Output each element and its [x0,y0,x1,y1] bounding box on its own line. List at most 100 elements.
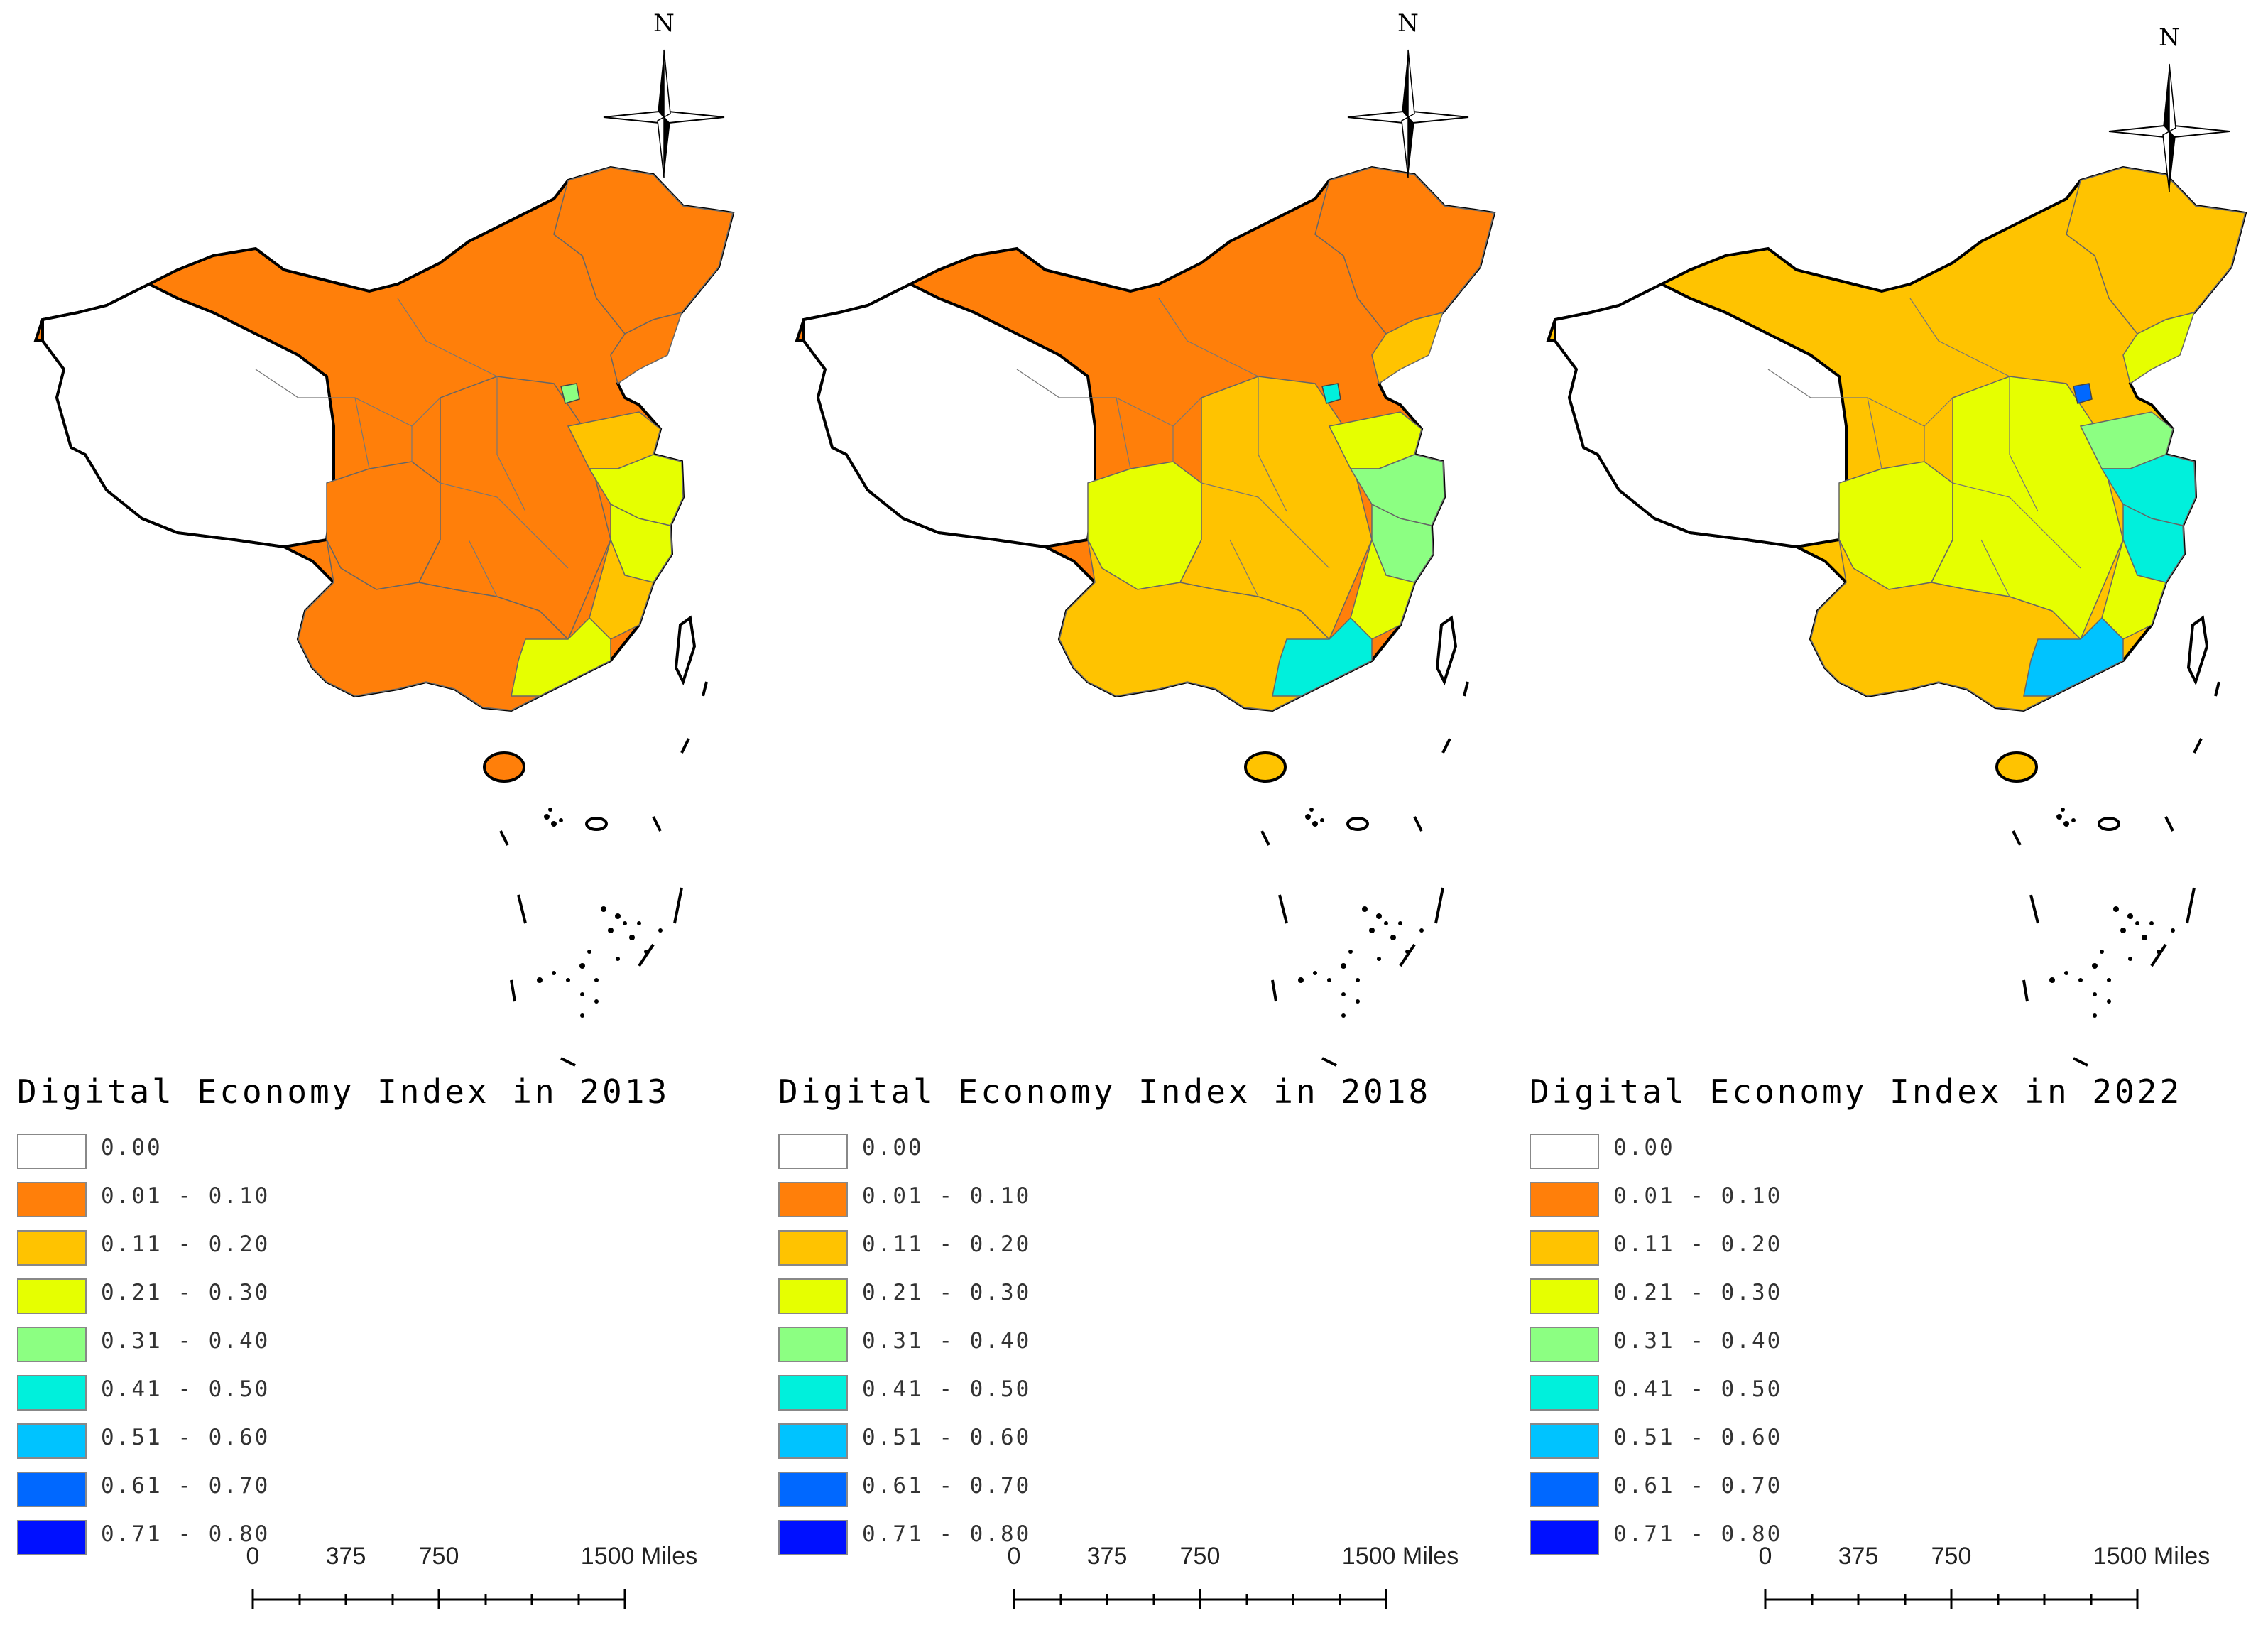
legend-label: 0.01 - 0.10 [862,1183,1032,1209]
scale-tick-1500: 1500 Miles [2093,1543,2210,1570]
legend-swatch [1530,1230,1599,1266]
scale-tick-1500: 1500 Miles [1341,1543,1459,1570]
legend-label: 0.01 - 0.10 [101,1183,271,1209]
scale-tick-1500: 1500 Miles [580,1543,698,1570]
north-arrow: N [596,7,731,185]
region-hainan [1995,751,2038,783]
legend-swatch [778,1230,848,1266]
region-central-east [1930,376,2124,641]
legend-swatch [17,1278,87,1314]
nine-dash-line [1260,681,1469,1067]
scale-tick-375: 375 [1838,1543,1879,1570]
north-arrow: N [1341,7,1476,185]
legend-swatch [778,1423,848,1459]
mainland [1546,165,2247,712]
scale-bar: 0 375 750 1500 Miles [241,1543,697,1614]
legend-swatch [17,1423,87,1459]
region-northeast [2066,167,2246,335]
mainland [795,165,1496,712]
map-panel-0: N Digital Economy Index in 2013 0.00 0.01… [0,0,756,1625]
legend-swatch [17,1230,87,1266]
legend-label: 0.31 - 0.40 [1613,1328,1783,1354]
legend-swatch [1530,1182,1599,1217]
north-label: N [2159,23,2180,52]
south-sea-islands [2049,808,2175,1018]
legend-swatch [778,1375,848,1411]
legend-label: 0.00 [101,1135,163,1161]
legend-label: 0.11 - 0.20 [101,1232,271,1257]
legend-swatch [17,1472,87,1507]
south-sea-islands [1298,808,1424,1018]
legend-label: 0.71 - 0.80 [862,1521,1032,1547]
legend-label: 0.51 - 0.60 [101,1425,271,1450]
legend-label: 0.61 - 0.70 [1613,1473,1783,1499]
north-arrow: N [2102,21,2237,199]
legend-label: 0.21 - 0.30 [1613,1280,1783,1305]
legend-swatch [778,1278,848,1314]
legend-swatch [17,1134,87,1169]
scale-tick-750: 750 [418,1543,459,1570]
map-panel-1: N Digital Economy Index in 2018 0.00 0.01… [761,0,1517,1625]
legend-label: 0.71 - 0.80 [1613,1521,1783,1547]
region-liaoning [1371,311,1444,385]
region-beijing [2073,383,2093,404]
region-guangdong [511,616,611,697]
south-sea-islands [537,808,663,1018]
legend-label: 0.11 - 0.20 [862,1232,1032,1257]
nine-dash-line [499,681,708,1067]
legend-label: 0.21 - 0.30 [101,1280,271,1305]
region-central-east [1179,376,1373,641]
scale-tick-0: 0 [246,1543,260,1570]
province-borders [255,298,569,597]
legend-label: 0.41 - 0.50 [101,1376,271,1402]
region-guangdong [2023,616,2124,697]
island-taiwan [2186,615,2209,686]
legend-swatch [17,1327,87,1362]
region-liaoning [2122,311,2196,385]
north-label: N [1397,9,1419,38]
china-map [33,165,735,1067]
legend-swatch [778,1472,848,1507]
legend-swatch [1530,1134,1599,1169]
legend-swatch [1530,1472,1599,1507]
legend-label: 0.51 - 0.60 [1613,1425,1783,1450]
legend-label: 0.00 [862,1135,924,1161]
scale-tick-750: 750 [1179,1543,1221,1570]
china-map [795,165,1496,1067]
legend-label: 0.41 - 0.50 [862,1376,1032,1402]
region-beijing [560,383,580,404]
legend-label: 0.61 - 0.70 [862,1473,1032,1499]
legend-label: 0.61 - 0.70 [101,1473,271,1499]
legend-label: 0.31 - 0.40 [862,1328,1032,1354]
scale-tick-0: 0 [1758,1543,1772,1570]
island-taiwan [674,615,697,686]
legend-label: 0.21 - 0.30 [862,1280,1032,1305]
legend-swatch [17,1375,87,1411]
region-northeast [1314,167,1495,335]
legend-swatch [778,1520,848,1555]
legend-label: 0.41 - 0.50 [1613,1376,1783,1402]
china-map [1546,165,2247,1067]
region-liaoning [610,311,683,385]
scale-bar: 0 375 750 1500 Miles [1754,1543,2210,1614]
region-tibet [1554,282,1848,549]
mainland [33,165,735,712]
legend-swatch [17,1520,87,1555]
region-tibet [802,282,1096,549]
scale-tick-750: 750 [1931,1543,1972,1570]
legend-label: 0.31 - 0.40 [101,1328,271,1354]
region-northeast [553,167,734,335]
legend-swatch [1530,1375,1599,1411]
legend-label: 0.01 - 0.10 [1613,1183,1783,1209]
scale-bar: 0 375 750 1500 Miles [1003,1543,1459,1614]
legend-title: Digital Economy Index in 2018 [778,1072,1432,1111]
legend-swatch [778,1327,848,1362]
legend-label: 0.71 - 0.80 [101,1521,271,1547]
legend-label: 0.00 [1613,1135,1675,1161]
legend-label: 0.11 - 0.20 [1613,1232,1783,1257]
map-panel-2: N Digital Economy Index in 2022 0.00 0.01… [1512,0,2268,1625]
scale-tick-375: 375 [1086,1543,1128,1570]
legend-swatch [17,1182,87,1217]
region-hainan [1244,751,1287,783]
legend-swatch [778,1134,848,1169]
